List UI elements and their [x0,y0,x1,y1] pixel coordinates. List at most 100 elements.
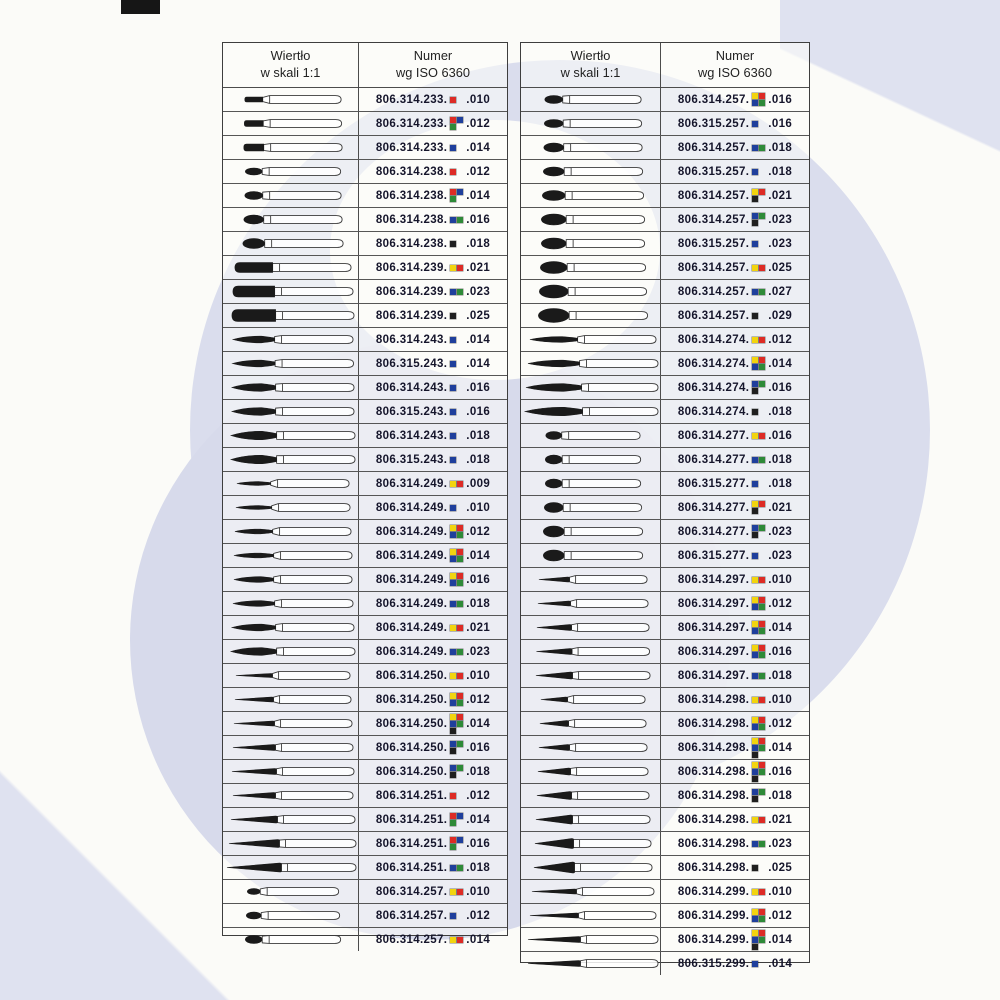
grit-square-row [752,621,766,627]
grit-square-blue-icon [752,652,759,658]
iso-number-cell: 806.314.298. .012 [661,712,809,735]
table-row: 806.314.298. .010 [521,688,809,712]
grit-square-row [450,312,457,319]
bur-illustration [539,284,648,299]
header-line: Wiertło [270,48,311,64]
grit-square-yellow-icon [450,672,457,679]
table-row: 806.314.257. .023 [521,208,809,232]
bur-shape-cell [521,208,661,231]
iso-size: .021 [768,189,793,202]
grit-square-row [450,713,464,720]
table-row: 806.314.257. .016 [521,88,809,112]
grit-square-blue-icon [752,120,759,127]
table-row: 806.314.277. .016 [521,424,809,448]
bur-illustration [244,191,342,200]
header-bur-scale: Wiertło w skali 1:1 [223,43,359,87]
bur-illustration [234,262,352,273]
grit-square-row [752,840,766,847]
grit-squares [752,621,766,634]
bur-table-left: Wiertło w skali 1:1 Numer wg ISO 6360 80… [222,42,508,951]
bur-shape-cell [521,736,661,759]
bur-shape-cell [223,472,359,495]
grit-squares [752,120,765,127]
table-row: 806.314.249. .016 [223,568,507,592]
grit-square-black-icon [752,532,759,538]
grit-squares [752,312,765,319]
iso-size: .016 [466,837,491,850]
grit-square-row [752,336,766,343]
grit-square-row [450,456,457,463]
table-row: 806.314.298. .018 [521,784,809,808]
grit-squares [450,144,463,151]
grit-square-green-icon [457,648,464,655]
bur-illustration [230,407,355,416]
table-row: 806.315.277. .018 [521,472,809,496]
grit-square-green-icon [450,196,457,202]
grit-square-green-icon [759,744,766,751]
grit-squares [752,960,765,967]
table-row: 806.314.277. .021 [521,496,809,520]
grit-square-row [450,837,464,843]
grit-square-red-icon [759,717,766,723]
grit-squares [752,189,766,202]
grit-square-blue-icon [450,864,457,871]
grit-square-yellow-icon [752,576,759,583]
iso-prefix: 806.314.249. [375,477,448,490]
table-row: 806.314.249. .023 [223,640,507,664]
iso-prefix: 806.314.238. [375,237,448,250]
bur-shape-cell [521,256,661,279]
grit-square-row [752,604,766,610]
bur-shape-cell [223,280,359,303]
bur-shape-cell [223,784,359,807]
table-row: 806.314.297. .018 [521,664,809,688]
grit-square-row [752,240,759,247]
grit-square-yellow-icon [752,696,759,703]
grit-square-row [752,120,759,127]
bur-illustration [529,335,657,344]
bur-shape-cell [521,280,661,303]
iso-prefix: 806.314.274. [677,405,750,418]
bur-illustration [231,359,354,368]
iso-size: .016 [768,381,793,394]
bur-shape-cell [223,544,359,567]
grit-square-row [752,864,759,871]
iso-size: .010 [768,885,793,898]
grit-square-red-icon [759,761,766,768]
bur-shape-cell [521,616,661,639]
iso-size: .025 [768,861,793,874]
grit-square-red-icon [457,936,464,943]
table-row: 806.314.250. .016 [223,736,507,760]
grit-square-row [752,220,759,226]
bur-shape-cell [521,760,661,783]
iso-prefix: 806.314.238. [375,213,448,226]
grit-square-row [752,189,766,195]
iso-prefix: 806.315.277. [677,549,750,562]
iso-prefix: 806.315.257. [677,165,750,178]
iso-size: .016 [466,573,491,586]
bur-illustration [535,814,651,825]
iso-size: .010 [768,693,793,706]
bur-shape-cell [521,88,661,111]
grit-square-row [450,504,457,511]
grit-square-row [752,672,766,679]
iso-number-cell: 806.314.250. .018 [359,760,507,783]
grit-square-yellow-icon [752,717,759,723]
table-row: 806.314.274. .016 [521,376,809,400]
grit-square-black-icon [450,312,457,319]
bur-illustration [525,383,659,392]
bur-illustration [527,959,659,968]
bur-illustration [538,743,648,752]
iso-size: .014 [466,933,491,946]
grit-squares [752,717,766,730]
grit-squares [752,357,766,370]
grit-square-blue-icon [752,916,759,922]
grit-square-row [752,196,759,202]
grit-squares [450,741,464,754]
iso-prefix: 806.314.299. [677,885,750,898]
table-row: 806.314.298. .016 [521,760,809,784]
grit-square-green-icon [759,381,766,387]
iso-prefix: 806.314.299. [677,933,750,946]
grit-square-red-icon [759,189,766,195]
table-row: 806.314.233. .014 [223,136,507,160]
iso-number-cell: 806.314.257. .014 [359,928,507,951]
